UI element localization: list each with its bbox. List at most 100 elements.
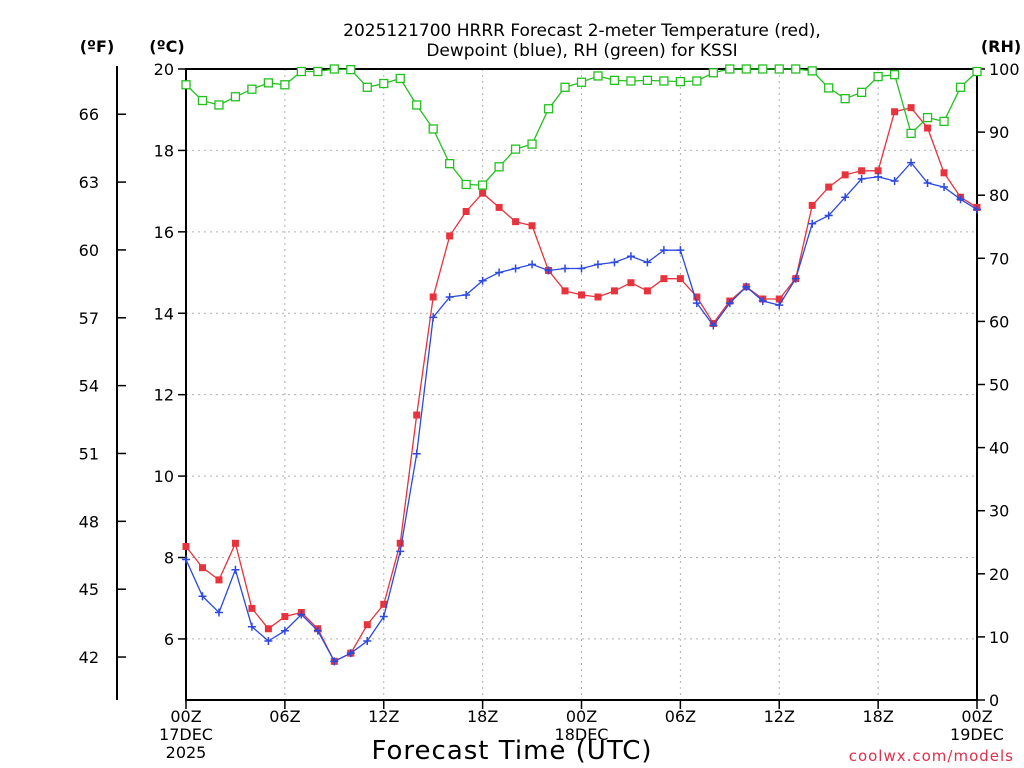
rh-tick-label: 90 [989, 123, 1009, 142]
dewpoint-point [478, 276, 487, 285]
gridlines [186, 69, 977, 700]
rh-point [741, 64, 751, 74]
x-tick-label: 18Z [862, 707, 893, 726]
x-tick-label: 18DEC [555, 725, 609, 744]
temperature-point [841, 171, 849, 179]
temperature-point [231, 539, 239, 547]
rh-point [889, 70, 900, 80]
dewpoint-point [874, 172, 883, 181]
dewpoint-point [297, 610, 306, 619]
temperature-point [528, 222, 536, 230]
rh-point [527, 139, 537, 149]
dewpoint-point [429, 313, 438, 322]
dewpoint-point [593, 260, 602, 269]
dewpoint-point [363, 636, 372, 645]
temperature-point [578, 291, 585, 299]
rh-point [807, 66, 817, 76]
temperature-point [413, 411, 421, 419]
rh-point [593, 71, 603, 81]
dewpoint-point [758, 297, 767, 306]
fahrenheit-tick-label: 57 [79, 309, 99, 328]
dewpoint-point [907, 158, 916, 167]
fahrenheit-tick-label: 63 [79, 173, 99, 192]
temperature-point [610, 287, 618, 295]
rh-point [609, 75, 620, 86]
rh-point [939, 116, 949, 127]
celsius-unit-label: (ºC) [149, 37, 184, 56]
rh-point [296, 66, 307, 77]
dewpoint-point [495, 268, 504, 277]
dewpoint-point [528, 260, 537, 269]
rh-point [675, 76, 686, 87]
temperature-point [281, 613, 289, 621]
x-tick-label: 06Z [665, 707, 696, 726]
rh-point [560, 82, 570, 92]
rh-point [313, 66, 323, 77]
rh-point [428, 124, 438, 134]
rh-point [659, 76, 669, 86]
series-rh [181, 64, 982, 190]
temperature-point [775, 295, 783, 303]
dewpoint-point [692, 299, 701, 308]
temperature-point [825, 183, 833, 191]
source-credit: coolwx.com/models [849, 747, 1014, 765]
dewpoint-point [610, 258, 619, 267]
fahrenheit-tick-label: 51 [79, 444, 99, 463]
dewpoint-point [841, 193, 850, 202]
dewpoint-point [791, 274, 800, 283]
fahrenheit-tick-label: 54 [79, 377, 99, 396]
dewpoint-point [923, 178, 932, 187]
x-tick-label: 00Z [566, 707, 597, 726]
dewpoint-point [626, 252, 635, 261]
temperature-point [215, 576, 223, 584]
rh-point [873, 71, 883, 82]
rh-point [576, 77, 587, 87]
temperature-point [462, 207, 470, 215]
rh-tick-label: 50 [989, 376, 1009, 395]
x-tick-label: 00Z [170, 707, 201, 726]
dewpoint-point [643, 258, 652, 267]
rh-point [494, 162, 504, 172]
temperature-point [643, 287, 651, 295]
dewpoint-point [280, 626, 289, 635]
dewpoint-point [412, 449, 421, 458]
rh-tick-label: 70 [989, 249, 1009, 268]
rh-point [856, 87, 867, 97]
celsius-tick-label: 18 [154, 141, 174, 160]
x-tick-label: 2025 [166, 743, 207, 762]
temperature-point [858, 167, 866, 175]
rh-point [263, 78, 274, 88]
temperature-point [627, 279, 635, 287]
fahrenheit-tick-label: 42 [79, 648, 99, 667]
temperature-point [676, 275, 684, 283]
rh-point [955, 82, 966, 92]
rh-tick-label: 40 [989, 439, 1009, 458]
dewpoint-point [940, 183, 949, 192]
dewpoint-point [956, 195, 965, 204]
temperature-point [940, 169, 948, 177]
celsius-tick-label: 12 [154, 386, 174, 405]
dewpoint-point [462, 290, 471, 299]
rh-unit-label: (RH) [981, 37, 1021, 56]
rh-point [329, 64, 339, 74]
dewpoint-point [561, 264, 570, 273]
rh-tick-label: 60 [989, 312, 1009, 331]
rh-point [758, 64, 768, 74]
rh-point [972, 66, 982, 77]
x-tick-label: 18Z [467, 707, 498, 726]
fahrenheit-tick-label: 48 [79, 512, 99, 531]
temperature-point [907, 104, 915, 112]
rh-point [280, 80, 290, 90]
rh-point [477, 180, 488, 190]
dewpoint-point [742, 282, 751, 291]
x-tick-label: 12Z [368, 707, 399, 726]
rh-point [346, 64, 356, 75]
dewpoint-point [198, 592, 207, 601]
rh-tick-label: 80 [989, 186, 1009, 205]
temperature-point [891, 108, 899, 116]
rh-point [181, 80, 191, 90]
dewpoint-point [890, 176, 899, 185]
rh-point [725, 64, 735, 74]
rh-point [824, 83, 834, 93]
dewpoint-point [544, 266, 553, 275]
